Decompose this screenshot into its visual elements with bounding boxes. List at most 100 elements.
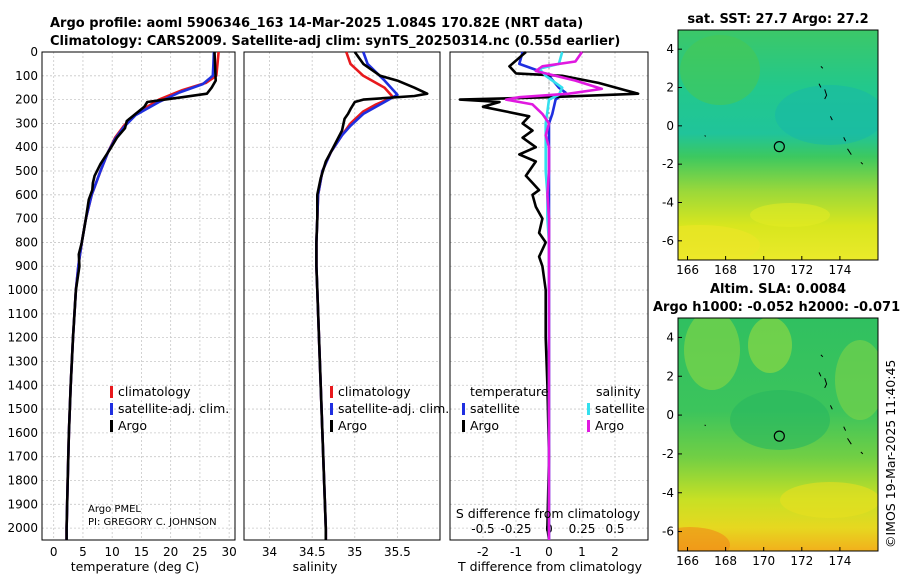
sla-map: 166 168 170 172 174 -6 -4 -2 0 2 4 [662, 317, 879, 568]
map-y-tick-label: 4 [666, 330, 674, 344]
island-coastline [860, 161, 864, 165]
credit-line-2: PI: GREGORY C. JOHNSON [88, 517, 217, 528]
sla-patch [780, 482, 878, 518]
depth-tick-label: 400 [15, 140, 38, 154]
island-coastline [847, 438, 852, 445]
sla-patch [748, 318, 792, 373]
sst-map-texture [678, 35, 878, 260]
title-line-2: Climatology: CARS2009. Satellite-adj cli… [50, 34, 620, 49]
series-satellite-adj-clim- [315, 51, 399, 540]
legend-swatch-temp-argo [462, 420, 465, 432]
series-climatology [65, 51, 220, 540]
depth-tick-label: 1000 [7, 283, 38, 297]
sst-map-axes: 166 168 170 172 174 -6 -4 -2 0 2 4 [662, 42, 864, 277]
legend-label-argo: Argo [118, 418, 147, 433]
island-coastline [704, 424, 706, 427]
legend-label-sal-satellite: satellite [595, 401, 645, 416]
series-temperature-argo [458, 51, 640, 541]
s-tick-label: -0.25 [500, 522, 531, 536]
map-y-tick-label: -2 [662, 157, 674, 171]
sla-patch [684, 318, 740, 390]
depth-tick-label: 2000 [7, 521, 38, 535]
legend-title-temperature: temperature [470, 384, 549, 399]
island-coastline [704, 135, 706, 137]
x-tick-label: 34.5 [299, 545, 326, 559]
depth-tick-label: 1100 [7, 307, 38, 321]
x-tick-label: 34 [262, 545, 277, 559]
depth-tick-label: 100 [15, 69, 38, 83]
s-tick-label: 0.25 [569, 522, 596, 536]
legend-label-climatology: climatology [338, 384, 411, 399]
legend-swatch-sal-satellite [587, 403, 590, 415]
x-tick-label: 30 [222, 545, 237, 559]
map-y-tick-label: 2 [666, 369, 674, 383]
sla-map-axes: 166 168 170 172 174 -6 -4 -2 0 2 4 [662, 330, 864, 568]
island-coastline [820, 66, 824, 69]
x-tick-label: 35 [347, 545, 362, 559]
series-salinity-argo [504, 51, 604, 540]
x-tick-label: 15 [134, 545, 149, 559]
series-satellite-adj-clim- [65, 51, 216, 540]
island-coastline [860, 451, 864, 455]
island-coastline [818, 372, 822, 377]
legend-swatch-argo [330, 420, 333, 432]
island-coastline [829, 405, 833, 410]
map-x-tick-label: 172 [790, 263, 813, 277]
legend-label-climatology: climatology [118, 384, 191, 399]
sla-patch [835, 340, 878, 420]
plot-frame [41, 51, 236, 541]
argo-position-marker [773, 141, 785, 153]
island-coastline [818, 83, 822, 88]
x-tick-label: -2 [477, 545, 489, 559]
sst-patch [680, 35, 760, 105]
legend-label-satellite: satellite-adj. clim. [338, 401, 449, 416]
map-x-tick-label: 170 [752, 263, 775, 277]
island-coastline [820, 354, 824, 358]
credit-line-1: Argo PMEL [88, 504, 141, 515]
map-x-tick-label: 174 [828, 554, 851, 568]
map-y-tick-label: 4 [666, 42, 674, 56]
sla-patch [678, 527, 730, 551]
depth-tick-label: 1700 [7, 450, 38, 464]
depth-tick-label: 900 [15, 259, 38, 273]
sst-patch [750, 203, 830, 227]
depth-tick-label: 1800 [7, 473, 38, 487]
island-coastline [824, 378, 828, 389]
x-tick-label: -1 [510, 545, 522, 559]
map-x-tick-label: 170 [752, 554, 775, 568]
map-y-tick-label: 2 [666, 81, 674, 95]
x-tick-label: 10 [105, 545, 120, 559]
map-y-tick-label: -2 [662, 447, 674, 461]
plot-frame [243, 51, 441, 541]
x-tick-label: 5 [79, 545, 87, 559]
island-coastline [829, 116, 833, 121]
island-coastline [843, 426, 847, 431]
salinity-legend: climatology satellite-adj. clim. Argo [330, 384, 449, 433]
legend-swatch-satellite [330, 403, 333, 415]
temperature-axis-label: temperature (deg C) [71, 559, 200, 574]
island-coastline [847, 148, 852, 155]
map-x-tick-label: 166 [676, 554, 699, 568]
difference-legend: temperature salinity satellite Argo sate… [462, 384, 645, 433]
series-argo [65, 51, 217, 540]
sst-map: 166 168 170 172 174 -6 -4 -2 0 2 4 [662, 29, 879, 277]
x-tick-label: 35.5 [384, 545, 411, 559]
x-tick-label: 2 [611, 545, 619, 559]
map-x-tick-label: 172 [790, 554, 813, 568]
legend-label-temp-argo: Argo [470, 418, 499, 433]
legend-label-sal-argo: Argo [595, 418, 624, 433]
depth-tick-label: 1400 [7, 378, 38, 392]
depth-tick-label: 500 [15, 164, 38, 178]
map-y-tick-label: -6 [662, 525, 674, 539]
island-coastline [843, 137, 847, 142]
map-x-tick-label: 174 [828, 263, 851, 277]
map-y-tick-label: 0 [666, 408, 674, 422]
x-tick-label: 20 [163, 545, 178, 559]
salinity-axis-label: salinity [293, 559, 338, 574]
depth-tick-label: 700 [15, 212, 38, 226]
legend-swatch-temp-satellite [462, 403, 465, 415]
legend-swatch-satellite [110, 403, 113, 415]
series-salinity-satellite [537, 51, 564, 540]
sla-patch [730, 390, 830, 450]
